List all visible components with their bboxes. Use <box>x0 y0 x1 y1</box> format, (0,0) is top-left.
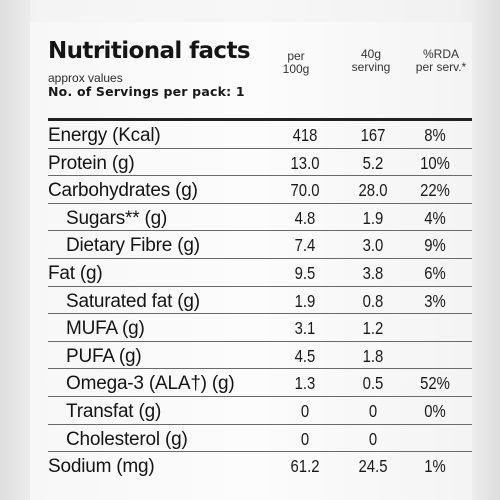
value-per-serving: 0.8 <box>362 290 384 311</box>
value-per-serving: 28.0 <box>358 180 388 201</box>
nutrient-name: Carbohydrates (g) <box>48 180 198 202</box>
table-row: Protein (g) 13.0 5.2 10% <box>48 149 472 177</box>
nutrient-name: Cholesterol (g) <box>66 428 188 450</box>
nutrient-name: Omega-3 (ALA†) (g) <box>66 373 235 395</box>
nutrient-name: Energy (Kcal) <box>48 125 161 146</box>
value-per-100g: 0 <box>300 428 310 449</box>
value-per-serving: 0 <box>368 428 378 449</box>
value-per-serving: 1.2 <box>362 318 384 339</box>
nutrient-name: Dietary Fibre (g) <box>66 235 200 257</box>
value-rda: 4% <box>424 207 446 228</box>
table-row: Energy (Kcal) 418 167 8% <box>48 121 472 149</box>
nutrient-name: Transfat (g) <box>66 400 162 422</box>
label-subtitle: approx values <box>48 71 123 85</box>
value-rda: 3% <box>424 290 446 311</box>
column-header-line: 40g <box>360 47 382 61</box>
label-title: Nutritional facts <box>48 38 251 64</box>
table-row: Saturated fat (g) 1.9 0.8 3% <box>48 287 472 315</box>
table-row: Fat (g) 9.5 3.8 6% <box>48 259 472 287</box>
column-header-per-100g: per 100g <box>266 50 326 76</box>
value-rda: 10% <box>420 152 450 173</box>
nutrient-name: Sodium (mg) <box>48 456 155 478</box>
value-per-100g: 61.2 <box>290 456 320 477</box>
value-rda: 0% <box>424 400 446 421</box>
table-row: Transfat (g) 0 0 0% <box>48 397 472 425</box>
value-per-100g: 418 <box>292 125 318 145</box>
column-header-line: serving <box>351 60 391 74</box>
servings-per-pack: No. of Servings per pack: 1 <box>48 84 245 99</box>
value-rda: 1% <box>424 456 446 477</box>
right-background-edge <box>472 0 500 500</box>
value-per-serving: 1.8 <box>362 345 384 366</box>
nutrient-name: PUFA (g) <box>66 345 142 367</box>
value-per-100g: 4.8 <box>294 207 316 228</box>
value-per-100g: 3.1 <box>294 318 316 339</box>
value-per-100g: 70.0 <box>290 180 320 201</box>
nutrition-label: Nutritional facts approx values No. of S… <box>30 22 472 500</box>
value-per-serving: 0.5 <box>362 373 384 394</box>
column-header-rda: %RDA per serv.* <box>412 48 470 74</box>
header-divider <box>48 118 472 121</box>
value-per-serving: 5.2 <box>362 152 384 173</box>
table-row: Dietary Fibre (g) 7.4 3.0 9% <box>48 231 472 259</box>
nutrient-name: Saturated fat (g) <box>66 290 200 312</box>
table-row: MUFA (g) 3.1 1.2 <box>48 314 472 342</box>
table-row: Sugars** (g) 4.8 1.9 4% <box>48 204 472 232</box>
table-row: Carbohydrates (g) 70.0 28.0 22% <box>48 176 472 204</box>
value-per-serving: 167 <box>360 125 386 145</box>
value-per-serving: 24.5 <box>358 456 388 477</box>
left-background-edge <box>0 0 30 500</box>
nutrient-table: Energy (Kcal) 418 167 8% Protein (g) 13.… <box>48 121 472 480</box>
value-rda: 6% <box>424 262 446 283</box>
table-row: PUFA (g) 4.5 1.8 <box>48 342 472 370</box>
column-header-line: per <box>287 49 305 63</box>
column-header-line: 100g <box>282 62 310 76</box>
nutrient-name: Sugars** (g) <box>66 207 168 229</box>
nutrient-name: Protein (g) <box>48 152 135 174</box>
nutrient-name: Fat (g) <box>48 262 103 284</box>
table-row: Cholesterol (g) 0 0 <box>48 425 472 453</box>
column-header-line: per serv.* <box>415 60 467 74</box>
table-row: Omega-3 (ALA†) (g) 1.3 0.5 52% <box>48 369 472 397</box>
value-per-100g: 9.5 <box>294 262 316 283</box>
column-header-line: %RDA <box>422 47 459 61</box>
value-per-100g: 7.4 <box>294 235 316 256</box>
value-rda: 52% <box>420 373 450 394</box>
column-header-serving: 40g serving <box>339 48 403 74</box>
value-per-serving: 3.8 <box>362 262 384 283</box>
value-per-100g: 4.5 <box>294 345 316 366</box>
value-per-100g: 0 <box>300 400 310 421</box>
value-rda: 9% <box>424 235 446 256</box>
value-per-100g: 1.9 <box>294 290 316 311</box>
value-per-serving: 1.9 <box>362 207 384 228</box>
value-rda: 22% <box>420 180 450 201</box>
value-per-serving: 3.0 <box>362 235 384 256</box>
nutrient-name: MUFA (g) <box>66 318 145 340</box>
value-per-serving: 0 <box>368 400 378 421</box>
value-rda: 8% <box>424 125 446 145</box>
value-per-100g: 13.0 <box>290 152 320 173</box>
table-row: Sodium (mg) 61.2 24.5 1% <box>48 452 472 480</box>
value-per-100g: 1.3 <box>294 373 316 394</box>
